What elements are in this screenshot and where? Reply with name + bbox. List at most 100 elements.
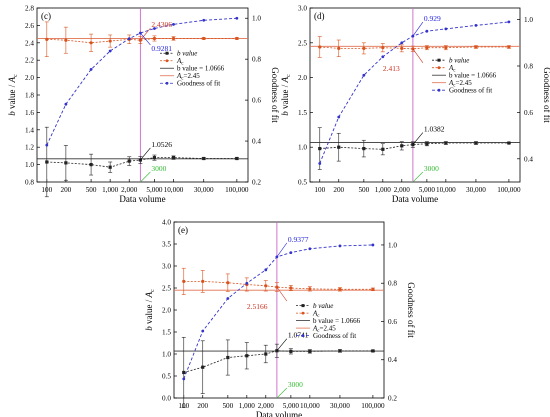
legend-label-ref-ac-a: A xyxy=(448,79,454,87)
x-tick-label: 2,000 xyxy=(258,402,275,410)
y-left-label-b: b xyxy=(280,111,290,116)
x-tick-label: 100 xyxy=(314,186,325,194)
y-left-tick-label: 0.8 xyxy=(25,179,34,187)
y-left-axis-label: b value / Ac xyxy=(280,74,292,116)
x-tick-label: 1,000 xyxy=(239,402,256,410)
gof-series-point xyxy=(338,244,342,248)
b-series-point xyxy=(444,141,448,145)
ac-series-point xyxy=(338,287,342,291)
legend-label-gof: Goodness of fit xyxy=(449,87,492,95)
y-left-tick-label: 1.4 xyxy=(25,126,34,134)
ac-series-point xyxy=(289,286,293,290)
gof-series-point xyxy=(308,247,312,251)
b-series-point xyxy=(89,163,93,167)
b-series-point xyxy=(474,141,478,145)
b-series-point xyxy=(226,355,230,360)
ac-series-point xyxy=(45,37,49,41)
x-tick-label: 5,000 xyxy=(419,186,436,194)
annotation-split-value: 3000 xyxy=(424,164,439,173)
ac-series-point xyxy=(474,45,478,49)
y-left-tick-label: 2.6 xyxy=(25,22,34,30)
ac-series-point xyxy=(308,287,312,291)
legend-label-ac: Ac xyxy=(312,310,320,320)
b-series-point xyxy=(275,349,279,353)
gof-series-point xyxy=(318,162,322,165)
gof-series-point xyxy=(235,16,239,20)
x-tick-label: 5,000 xyxy=(146,186,163,194)
b-series-point xyxy=(152,156,157,160)
annotation-split-leader xyxy=(276,387,288,399)
annotation-split-value: 3000 xyxy=(151,164,166,173)
annotation-ac-value: 2.5166 xyxy=(247,302,268,311)
y-right-axis-label: Goodness of fit xyxy=(406,282,416,338)
y-left-axis-label: b value / Ac xyxy=(144,289,156,331)
legend-label-ac: Ac xyxy=(176,57,184,67)
legend-label-ref-b: b value = 1.0666 xyxy=(449,72,497,80)
legend-label-ref-ac: Ac=2.45 xyxy=(312,325,336,335)
ac-series-line xyxy=(46,38,237,44)
x-tick-label: 500 xyxy=(86,186,97,194)
y-left-tick-label: 2.0 xyxy=(25,74,34,82)
b-series-point xyxy=(337,145,341,149)
annotation-b-leader xyxy=(276,338,288,351)
gof-series-point xyxy=(507,20,511,24)
ac-series-point xyxy=(235,36,239,41)
b-series-point xyxy=(318,146,322,151)
y-right-tick-label: 0.8 xyxy=(524,63,533,71)
annotation-split-leader xyxy=(140,171,151,183)
y-left-label-sub: c xyxy=(13,74,19,77)
x-tick-label: 500 xyxy=(222,402,233,410)
chart-panel-3: 100 200 500 1,000 2,000 5,000 10,000 30,000 100,… xyxy=(144,219,416,417)
b-series-line xyxy=(183,350,373,373)
x-tick-label: 200 xyxy=(60,186,71,194)
legend-label-b: b value xyxy=(449,57,469,65)
legend-label-ref-ac: Ac=2.45 xyxy=(448,79,472,89)
annotation-gof-leader xyxy=(276,242,288,258)
y-left-tick-label: 1.0 xyxy=(298,144,307,152)
gof-series-point xyxy=(362,73,366,77)
legend-label-ref-ac-post: =2.45 xyxy=(320,325,337,333)
y-left-tick-label: 2.0 xyxy=(298,74,307,82)
annotation-ac-value: 2.413 xyxy=(383,64,400,73)
y-left-tick-label: 2.5 xyxy=(162,285,171,293)
gof-series-point xyxy=(264,268,268,272)
gof-series-line xyxy=(319,21,509,164)
x-axis-label: Data volume xyxy=(392,194,438,204)
x-tick-label: 200 xyxy=(197,402,208,410)
legend-marker-gof xyxy=(165,81,169,85)
legend-label-ac-a: A xyxy=(448,64,454,72)
legend-label-ref-ac-sub: c xyxy=(453,84,456,89)
plot-frame xyxy=(36,7,249,183)
annotation-ac-leader xyxy=(412,48,424,64)
legend-label-ref-b: b value = 1.0666 xyxy=(177,65,225,73)
ac-series-point xyxy=(507,45,511,49)
y-left-label-rest: value / xyxy=(280,82,290,111)
y-left-tick-label: 0.5 xyxy=(162,373,171,381)
annotation-ac-leader xyxy=(140,27,151,41)
x-tick-label: 10,000 xyxy=(164,186,184,194)
b-series-point xyxy=(171,156,176,160)
y-left-tick-label: 0.5 xyxy=(298,179,307,187)
legend-label-ref-b: b value = 1.0666 xyxy=(313,317,361,325)
x-axis-label: Data volume xyxy=(119,194,165,204)
b-series-point xyxy=(338,349,342,353)
ac-series-point xyxy=(152,36,157,41)
x-tick-label: 500 xyxy=(358,186,369,194)
gof-series-point xyxy=(474,24,478,27)
b-series-point xyxy=(400,144,404,148)
ac-series-point xyxy=(264,284,268,288)
legend-label-ac-sub: c xyxy=(181,62,184,67)
gof-series-point xyxy=(371,243,375,247)
plot-frame xyxy=(173,221,385,399)
y-left-label-sub: c xyxy=(150,289,156,292)
x-tick-label: 30,000 xyxy=(330,402,350,410)
y-left-tick-label: 2.0 xyxy=(162,307,171,315)
y-left-tick-label: 3.5 xyxy=(162,241,171,249)
ac-series-line xyxy=(319,46,509,50)
legend-label-b-text: b value xyxy=(449,57,469,65)
annotation-gof-value: 0.9281 xyxy=(151,44,172,53)
annotation-split-leader xyxy=(412,171,424,183)
ac-series-point xyxy=(425,46,429,50)
annotation-ac-leader xyxy=(276,286,288,302)
gof-series-point xyxy=(64,102,68,106)
